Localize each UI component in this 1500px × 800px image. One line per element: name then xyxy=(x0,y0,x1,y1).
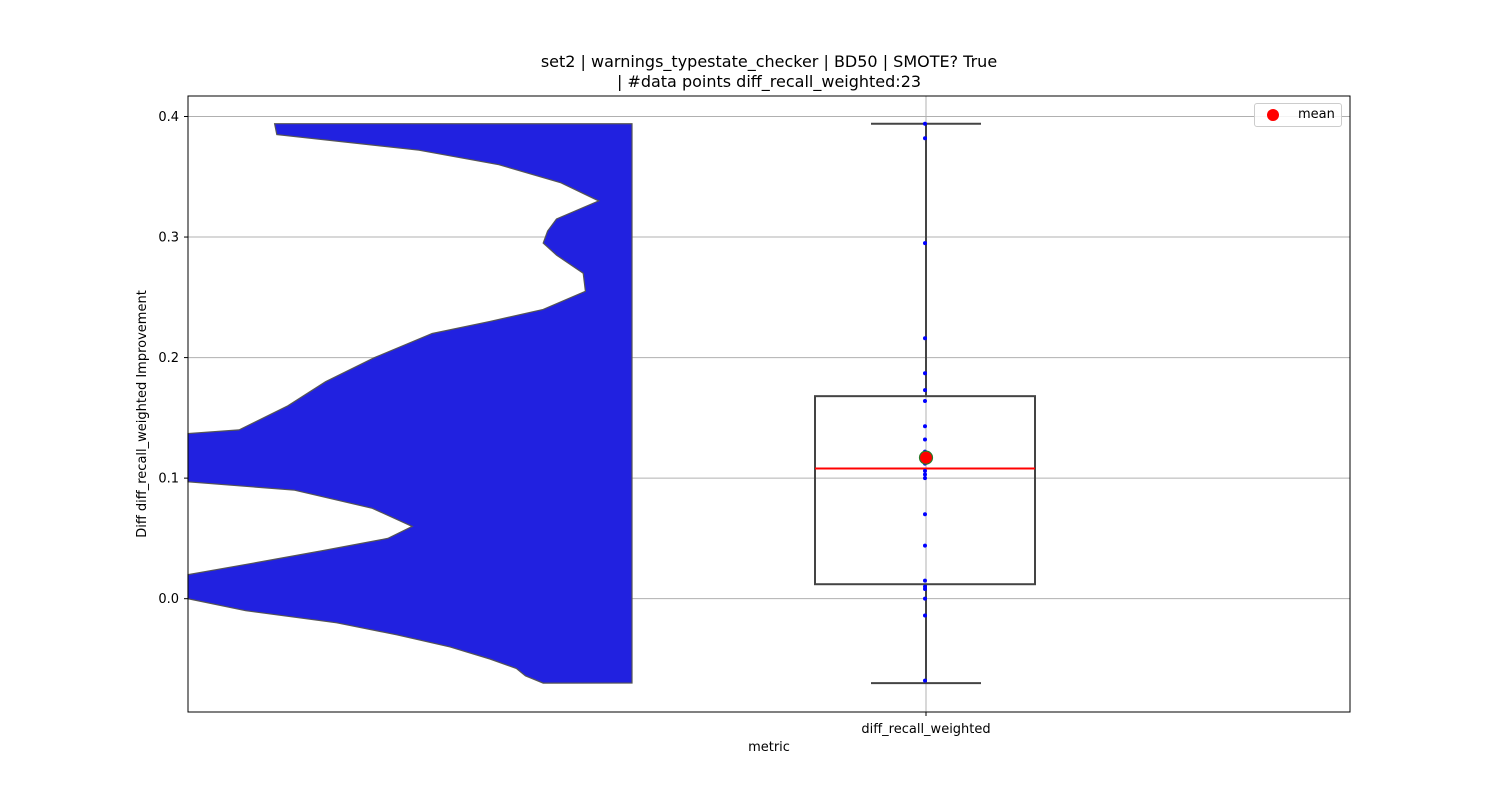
violin-shape xyxy=(187,123,633,684)
data-point xyxy=(923,336,927,341)
mean-marker xyxy=(918,450,934,465)
data-points-layer xyxy=(918,121,934,683)
y-tick-label: 0.3 xyxy=(158,231,179,246)
legend: mean xyxy=(1254,103,1342,127)
violin-layer xyxy=(187,123,633,684)
data-point xyxy=(923,578,927,583)
data-point xyxy=(923,371,927,376)
legend-mean-label: mean xyxy=(1298,107,1335,122)
data-point xyxy=(923,121,927,126)
data-point xyxy=(923,398,927,403)
data-point xyxy=(923,424,927,429)
data-point xyxy=(923,596,927,601)
legend-mean-marker xyxy=(1267,109,1279,121)
y-axis-ticks: 0.0 0.1 0.2 0.3 0.4 xyxy=(158,110,188,607)
x-tick-label: diff_recall_weighted xyxy=(861,722,990,737)
data-point xyxy=(923,468,927,473)
plot-frame xyxy=(187,95,1351,713)
box-iqr xyxy=(814,395,1036,586)
y-tick-label: 0.2 xyxy=(158,351,179,366)
data-point xyxy=(923,678,927,683)
data-point xyxy=(923,388,927,393)
data-point xyxy=(923,512,927,517)
data-point xyxy=(923,613,927,618)
chart-title: set2 | warnings_typestate_checker | BD50… xyxy=(540,52,998,71)
data-point xyxy=(923,472,927,477)
data-point xyxy=(923,241,927,246)
y-axis-label: Diff diff_recall_weighted Improvement xyxy=(135,290,150,538)
y-tick-label: 0.1 xyxy=(158,472,179,487)
boxplot-layer xyxy=(814,122,1036,685)
y-tick-label: 0.4 xyxy=(158,110,179,125)
data-point xyxy=(923,437,927,442)
data-point xyxy=(923,136,927,141)
data-point xyxy=(923,587,927,592)
data-point xyxy=(923,476,927,481)
x-axis-ticks: diff_recall_weighted xyxy=(861,712,991,737)
data-point xyxy=(923,543,927,548)
chart-subtitle: | #data points diff_recall_weighted:23 xyxy=(616,72,922,91)
y-tick-label: 0.0 xyxy=(158,592,179,607)
x-axis-label: metric xyxy=(748,740,790,755)
